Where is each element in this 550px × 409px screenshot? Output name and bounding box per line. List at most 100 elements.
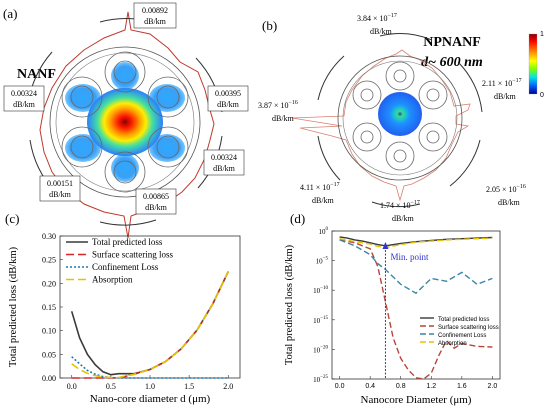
x-tick-label: 0.8 [396,383,406,390]
svg-text:0.00324: 0.00324 [11,89,37,98]
panel-a-annotation-6: 0.00324 dB/km [3,85,45,112]
panel-b-cladding [337,55,463,181]
y-tick-label: 10−15 [313,316,328,325]
panel-b-loss-outline [291,49,471,202]
svg-text:dB/km: dB/km [494,92,517,101]
svg-text:dB/km: dB/km [217,100,240,109]
svg-text:0.00892: 0.00892 [142,6,168,15]
panel-label: (d) [290,211,305,226]
svg-text:0.00395: 0.00395 [215,89,241,98]
svg-text:4.11 × 10−17: 4.11 × 10−17 [300,182,340,192]
svg-text:dB/km: dB/km [312,196,335,205]
svg-text:2.11 × 10−17: 2.11 × 10−17 [482,78,522,88]
chart-c: (c) 0.0 0.5 1.0 1.5 2.0 0.00 0.05 0.10 0.15 0.20 0.… [5,211,241,405]
x-tick-label: 1.2 [426,383,436,390]
y-tick-label: 10−20 [313,345,328,354]
y-axis-label: Total predicted loss (dB/km) [8,246,19,367]
legend-label-2: Surface scattering loss [92,250,173,260]
y-tick-label: 0.10 [42,327,56,336]
panel-b-annotation-5: 4.11 × 10−17 dB/km [300,182,340,205]
y-tick-label: 0.20 [42,279,56,288]
svg-text:dB/km: dB/km [49,190,72,199]
panel-a-annotation-1: 0.00892 dB/km [133,2,177,29]
y-tick-label: 10−25 [313,375,328,384]
x-tick-label: 0.5 [106,382,116,391]
panel-b-annotation-2: 2.11 × 10−17 dB/km [482,78,522,101]
series-line-2 [339,239,493,380]
svg-text:2.05 × 10−16: 2.05 × 10−16 [486,184,526,194]
svg-text:1.74 × 10−17: 1.74 × 10−17 [380,200,420,210]
svg-text:dB/km: dB/km [392,214,415,223]
x-axis-label: Nano-core diameter d (μm) [90,393,211,405]
panel-b-annotation-1: 3.84 × 10−17 dB/km [357,13,397,36]
legend-label-3: Confinement Loss [92,262,159,272]
panel-b-mode-field [378,92,422,136]
panel-b-title: NPNANF [423,35,481,50]
panel-b-subtitle: d~ 600 nm [421,55,483,70]
y-tick-label: 10−10 [313,286,328,295]
panel-b-arcs [317,33,483,208]
y-tick-label: 0.00 [42,374,56,383]
svg-text:0.00151: 0.00151 [47,179,73,188]
series-line-3 [339,239,493,295]
x-tick-label: 0.0 [335,383,345,390]
svg-text:3.84 × 10−17: 3.84 × 10−17 [357,13,397,23]
x-tick-label: 1.5 [184,382,194,391]
panel-b-colorbar: 1 0 [528,31,544,99]
panel-b-annotation-3: 2.05 × 10−16 dB/km [486,184,526,207]
panel-label: (c) [5,211,19,226]
panel-a-annotation-3: 0.00324 dB/km [203,149,245,176]
legend-label-4: Absorption [92,275,133,285]
series-line-4 [71,271,230,379]
svg-text:dB/km: dB/km [213,164,236,173]
x-tick-label: 2.0 [223,382,233,391]
panel-a-label: (a) [3,6,17,21]
x-tick-label: 1.6 [457,383,467,390]
min-point-label: Min. point [390,252,429,262]
svg-text:0.00324: 0.00324 [211,153,237,162]
y-tick-label: 100 [319,227,329,236]
panel-b-cladding-inner [342,60,458,176]
legend-label-2: Surface scattering loss [438,325,499,331]
panel-a-annotation-2: 0.00395 dB/km [207,85,249,112]
y-axis-label: Total predicted loss (dB/km) [284,244,295,365]
svg-text:3.87 × 10−16: 3.87 × 10−16 [258,100,298,110]
series-line-1 [70,271,230,376]
svg-text:dB/km: dB/km [144,17,167,26]
series-line-4 [339,237,493,249]
svg-text:dB/km: dB/km [272,114,295,123]
x-tick-label: 2.0 [487,383,497,390]
legend-label-1: Total predicted loss [438,317,489,323]
panel-a: (a) NANF [3,2,249,239]
svg-text:0.00865: 0.00865 [143,192,169,201]
x-tick-label: 0.4 [365,383,375,390]
y-tick-label: 10−5 [316,257,329,266]
chart-d: (d) 0.0 0.4 0.8 1.2 1.6 2.0 100 10−5 10−10 10−15 10… [284,211,501,406]
x-axis-label: Nanocore Diameter (μm) [361,394,472,406]
panel-b-label: (b) [262,18,277,33]
panel-b: (b) NPNANF d~ 600 nm 3.84 × 10−17 dB/km [258,13,544,223]
svg-text:dB/km: dB/km [145,203,168,212]
legend-label-3: Confinement Loss [438,333,486,339]
series-line-1 [339,236,493,247]
legend-label-4: Absorption [438,341,467,347]
x-tick-label: 1.0 [145,382,155,391]
svg-text:dB/km: dB/km [370,27,393,36]
panel-b-annotation-6: 3.87 × 10−16 dB/km [258,100,298,123]
plot-frame [331,230,501,380]
colorbar-max-label: 1 [540,31,544,38]
y-tick-label: 0.30 [42,232,56,241]
panel-a-annotation-5: 0.00151 dB/km [39,175,81,202]
x-tick-label: 0.0 [67,382,77,391]
panel-a-mode-field [65,62,185,182]
y-tick-label: 0.15 [42,303,56,312]
svg-text:dB/km: dB/km [498,198,521,207]
panel-a-cladding-inner [55,52,195,192]
series-line-2 [71,271,230,379]
colorbar-min-label: 0 [540,92,544,99]
y-tick-label: 0.05 [42,350,56,359]
y-tick-label: 0.25 [42,256,56,265]
panel-b-tubes [352,61,448,171]
